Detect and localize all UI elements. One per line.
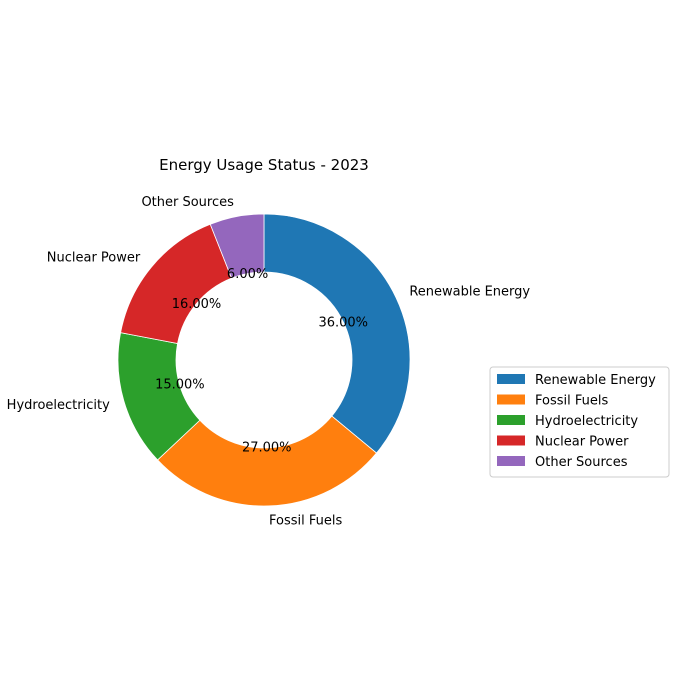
slice-renewable-energy <box>263 213 411 454</box>
legend-label: Nuclear Power <box>535 435 629 450</box>
legend-label: Other Sources <box>535 455 628 470</box>
percent-labels-group: 36.00% 27.00% 15.00% 16.00% 6.00% <box>155 267 368 456</box>
percent-label: 27.00% <box>242 441 292 456</box>
slice-other-sources <box>209 213 265 279</box>
percent-label: 36.00% <box>318 316 368 331</box>
legend-swatch <box>497 374 525 384</box>
legend-items: Renewable Energy Fossil Fuels Hydroelectri… <box>497 373 656 470</box>
slice-fossil-fuels <box>157 415 378 507</box>
percent-label: 6.00% <box>227 267 268 282</box>
legend-swatch <box>497 456 525 466</box>
legend-swatch <box>497 394 525 405</box>
percent-label: 16.00% <box>172 297 222 312</box>
slice-label: Other Sources <box>141 195 234 210</box>
slice-labels-group: Renewable Energy Fossil Fuels Hydroelectri… <box>7 195 531 528</box>
chart-title: Energy Usage Status - 2023 <box>159 156 369 174</box>
slice-label: Fossil Fuels <box>269 514 342 529</box>
legend-label: Renewable Energy <box>535 373 656 388</box>
slice-label: Hydroelectricity <box>7 398 110 413</box>
slice-nuclear-power <box>120 223 233 344</box>
legend: Renewable Energy Fossil Fuels Hydroelectri… <box>489 366 670 478</box>
slice-label: Renewable Energy <box>409 285 530 300</box>
legend-frame <box>489 366 670 478</box>
slice-label: Nuclear Power <box>47 251 141 266</box>
legend-swatch <box>497 435 525 446</box>
legend-label: Hydroelectricity <box>535 414 638 429</box>
percent-label: 15.00% <box>155 377 205 392</box>
slices-group <box>117 213 411 507</box>
legend-label: Fossil Fuels <box>535 394 608 409</box>
legend-swatch <box>497 415 525 425</box>
